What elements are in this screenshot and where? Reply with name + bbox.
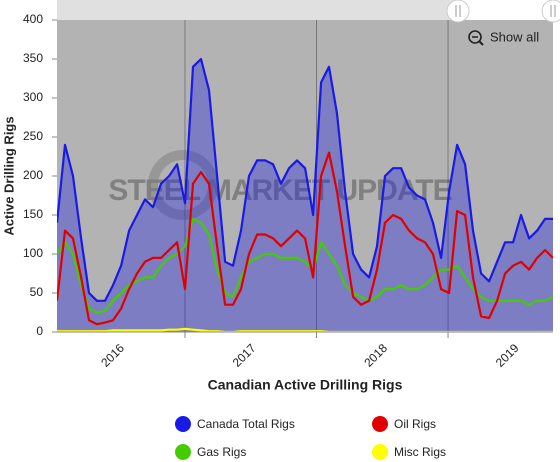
legend-label: Canada Total Rigs	[197, 417, 295, 431]
legend-item[interactable]: Gas Rigs	[175, 444, 246, 460]
y-tick-label: 200	[23, 168, 43, 182]
legend-item[interactable]: Oil Rigs	[372, 416, 436, 432]
y-axis-title: Active Drilling Rigs	[1, 116, 16, 235]
zoom-icon	[468, 30, 482, 44]
y-tick-label: 250	[23, 129, 43, 143]
legend-label: Misc Rigs	[394, 445, 446, 459]
x-axis-title: Canadian Active Drilling Rigs	[208, 377, 403, 393]
navigator	[57, 0, 460, 20]
legend-label: Gas Rigs	[197, 445, 246, 459]
series-line	[57, 151, 553, 326]
navigator-handle[interactable]	[541, 0, 560, 23]
x-tick-label: 2018	[361, 341, 390, 370]
series-line	[57, 327, 553, 332]
x-tick-label: 2019	[493, 341, 522, 370]
x-tick-label: 2017	[230, 341, 259, 370]
y-tick-label: 150	[23, 207, 43, 221]
zoom-label: Show all	[490, 29, 539, 44]
legend-item[interactable]: Misc Rigs	[372, 444, 446, 460]
legend-marker	[175, 416, 191, 432]
y-tick-label: 300	[23, 90, 43, 104]
x-tick-label: 2016	[98, 341, 127, 370]
y-tick-label: 100	[23, 246, 43, 260]
y-tick-label: 50	[30, 285, 44, 299]
y-tick-label: 0	[36, 324, 43, 338]
y-tick-label: 400	[23, 12, 43, 26]
y-tick-label: 350	[23, 51, 43, 65]
legend-label: Oil Rigs	[394, 417, 436, 431]
series-line	[57, 57, 553, 302]
series-line	[57, 217, 553, 314]
legend-marker	[372, 416, 388, 432]
zoom-button[interactable]: Show all	[462, 26, 544, 50]
legend-marker	[175, 444, 191, 460]
legend-marker	[372, 444, 388, 460]
legend-item[interactable]: Canada Total Rigs	[175, 416, 295, 432]
navigator-handle[interactable]	[446, 0, 470, 23]
